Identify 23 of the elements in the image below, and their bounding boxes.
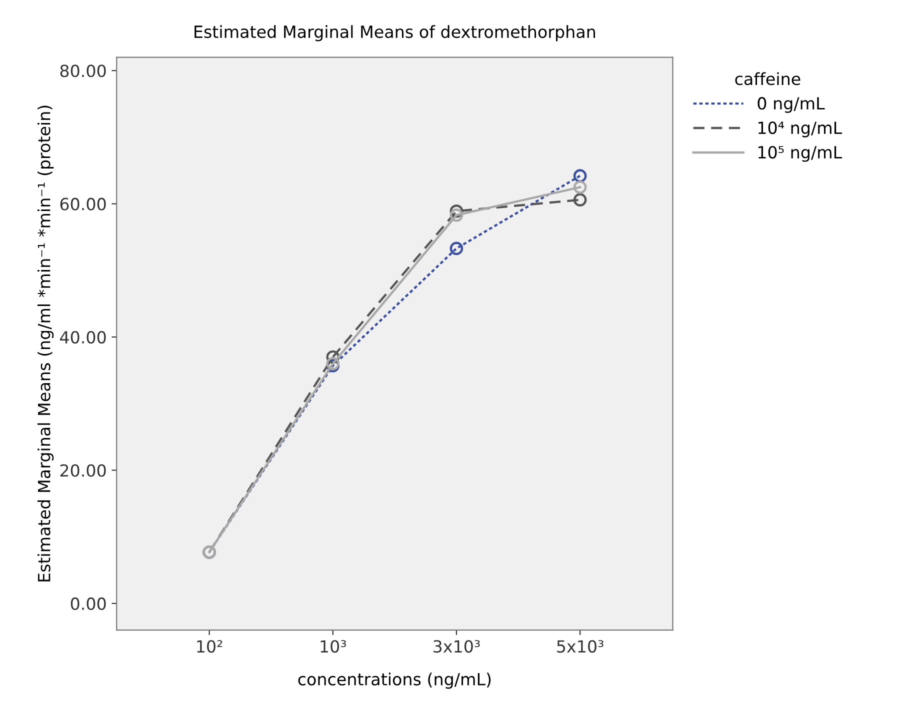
x-axis-title: concentrations (ng/mL): [298, 672, 491, 689]
chart-title: Estimated Marginal Means of dextromethorphan: [194, 25, 596, 42]
y-tick-label: 0.00: [70, 597, 106, 610]
legend-title: caffeine: [735, 72, 800, 86]
point: [450, 242, 464, 256]
point: [573, 180, 587, 194]
x-tick-label: 10³: [320, 640, 346, 653]
point: [450, 204, 464, 218]
y-tick-label: 80.00: [60, 64, 106, 78]
point: [450, 208, 464, 222]
point: [573, 169, 587, 182]
y-tick-label: 60.00: [60, 198, 106, 210]
x-tick-label: 3x10³: [434, 640, 480, 653]
legend-label: 10⁵ ng/mL: [758, 146, 842, 162]
point: [326, 350, 340, 364]
legend-label: 0 ng/mL: [758, 97, 825, 113]
y-axis-title: Estimated Marginal Means (ng/ml *min⁻¹ *min⁻¹ (protein): [37, 106, 54, 582]
point: [573, 193, 587, 206]
y-tick-label: 40.00: [60, 330, 106, 344]
y-tick-label: 20.00: [60, 464, 106, 477]
x-tick-label: 10²: [197, 640, 222, 653]
legend-label: 10⁴ ng/mL: [758, 122, 842, 138]
x-tick-label: 5x10³: [557, 640, 604, 653]
